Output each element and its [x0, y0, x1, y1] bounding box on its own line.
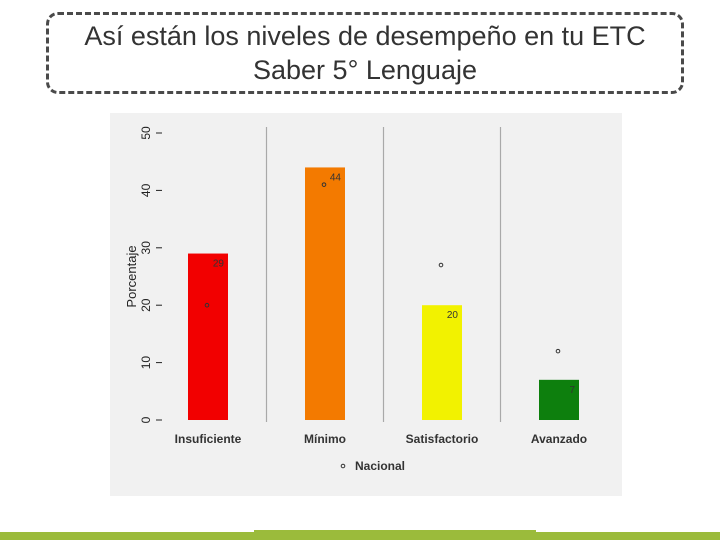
- slide-title-box: Así están los niveles de desempeño en tu…: [46, 12, 684, 94]
- y-tick-label: 40: [139, 183, 153, 197]
- national-marker: [321, 182, 327, 187]
- y-tick-label: 20: [139, 298, 153, 312]
- slide-title-line1: Así están los niveles de desempeño en tu…: [84, 21, 646, 51]
- national-marker: [204, 302, 210, 308]
- category-label: Avanzado: [531, 432, 587, 446]
- national-marker: [555, 348, 561, 354]
- bottom-accent-rule: [0, 530, 720, 540]
- bar: [422, 305, 462, 420]
- bar-value-label: 44: [330, 172, 342, 183]
- legend-label: Nacional: [355, 459, 405, 473]
- bar: [305, 167, 345, 420]
- y-tick-label: 0: [139, 416, 153, 423]
- category-label: Insuficiente: [175, 432, 242, 446]
- national-marker: [438, 262, 444, 268]
- category-label: Satisfactorio: [406, 432, 479, 446]
- bar-value-label: 7: [569, 385, 575, 396]
- y-tick-label: 30: [139, 241, 153, 255]
- bar-chart-panel: 0 10 20 30 40 50 Porcentaje 29 Insuficiente 44 Mín…: [110, 113, 622, 496]
- bar: [539, 379, 579, 420]
- bottom-rule-gap-right: [536, 528, 720, 532]
- bar: [188, 253, 228, 420]
- bar-value-label: 29: [213, 259, 225, 270]
- category-label: Mínimo: [304, 432, 346, 446]
- bottom-rule-gap-left: [0, 528, 254, 532]
- legend-marker: [340, 463, 346, 469]
- bar-value-label: 20: [447, 310, 459, 321]
- y-tick-label: 50: [139, 126, 153, 140]
- y-axis-label: Porcentaje: [124, 245, 139, 307]
- y-tick-label: 10: [139, 356, 153, 370]
- slide-title-line2: Saber 5° Lenguaje: [253, 55, 477, 85]
- bar-chart: 0 10 20 30 40 50 Porcentaje 29 Insuficiente 44 Mín…: [124, 126, 587, 473]
